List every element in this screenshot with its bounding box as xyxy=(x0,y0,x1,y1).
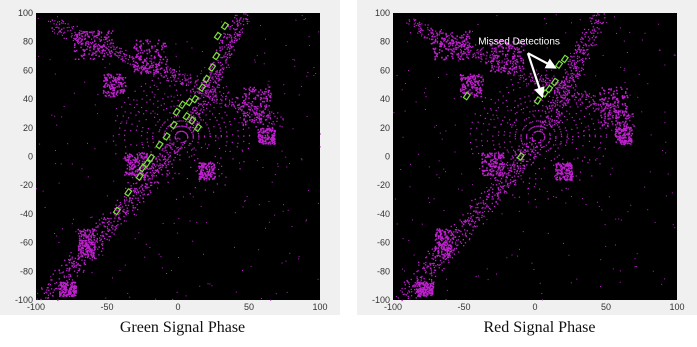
green-phase-panel: -100 -50 0 50 100 100 80 60 40 20 0 -20 -40 -60 -80 -10… xyxy=(0,0,340,315)
x-tick-label: -100 xyxy=(27,302,45,312)
detection-box xyxy=(188,116,197,126)
detection-box xyxy=(135,172,144,182)
y-tick-label: -40 xyxy=(377,209,390,219)
y-tick-label: 0 xyxy=(28,152,33,162)
y-tick-label: 60 xyxy=(23,65,33,75)
detection-box xyxy=(560,54,569,64)
detection-box xyxy=(155,140,164,150)
detection-box xyxy=(172,107,181,117)
y-tick-label: 80 xyxy=(380,37,390,47)
y-tick-label: 20 xyxy=(23,123,33,133)
detection-box xyxy=(112,206,122,216)
detection-box xyxy=(162,131,171,141)
x-tick-label: -50 xyxy=(457,302,470,312)
y-tick-label: 80 xyxy=(23,37,33,47)
detection-box xyxy=(138,163,147,173)
y-tick-label: 100 xyxy=(18,8,33,18)
detection-box xyxy=(220,21,230,31)
detection-box xyxy=(185,97,194,107)
missed-detections-label: Missed Detections xyxy=(478,37,560,48)
detection-box xyxy=(550,77,560,87)
detection-box xyxy=(124,187,133,197)
red-phase-panel: -100 -50 0 50 100 100 80 60 40 20 0 -20 -40 -60 -80 -10… xyxy=(357,0,697,315)
detection-box xyxy=(190,94,200,104)
annotation-arrow xyxy=(526,52,545,99)
y-tick-label: -40 xyxy=(20,209,33,219)
y-tick-label: 100 xyxy=(375,8,390,18)
y-tick-label: 60 xyxy=(380,65,390,75)
green-phase-plot: -100 -50 0 50 100 100 80 60 40 20 0 -20 -40 -60 -80 -10… xyxy=(0,0,340,315)
lidar-point-cloud xyxy=(393,13,676,302)
plot-area xyxy=(36,13,320,300)
detection-box xyxy=(554,60,564,70)
x-tick-label: 50 xyxy=(244,302,254,312)
y-tick-label: -60 xyxy=(20,238,33,248)
y-tick-label: -20 xyxy=(20,180,33,190)
y-tick-label: -80 xyxy=(20,266,33,276)
y-tick-label: -80 xyxy=(377,266,390,276)
y-tick-label: 20 xyxy=(380,123,390,133)
detection-box xyxy=(182,111,191,121)
detection-box xyxy=(207,63,217,72)
detection-box xyxy=(197,83,207,93)
y-tick-label: 0 xyxy=(385,152,390,162)
detection-box xyxy=(178,100,187,110)
red-phase-caption: Red Signal Phase xyxy=(483,319,596,336)
annotation-arrow xyxy=(527,52,557,69)
detection-box xyxy=(462,91,471,101)
y-tick-label: -100 xyxy=(372,295,390,305)
x-tick-label: 0 xyxy=(175,302,180,312)
x-tick-label: -50 xyxy=(100,302,113,312)
detection-box xyxy=(213,31,222,41)
x-tick-label: 0 xyxy=(532,302,537,312)
y-tick-label: -20 xyxy=(377,180,390,190)
x-tick-label: -100 xyxy=(384,302,402,312)
detection-box xyxy=(169,120,178,130)
detection-box xyxy=(202,74,211,84)
y-tick-label: -60 xyxy=(377,238,390,248)
detection-box xyxy=(193,123,203,133)
red-phase-plot: -100 -50 0 50 100 100 80 60 40 20 0 -20 -40 -60 -80 -10… xyxy=(357,0,697,315)
x-tick-label: 50 xyxy=(601,302,611,312)
x-tick-label: 100 xyxy=(312,302,327,312)
detection-box xyxy=(516,152,525,161)
detection-box xyxy=(212,51,221,61)
y-tick-label: 40 xyxy=(23,94,33,104)
x-tick-label: 100 xyxy=(669,302,684,312)
y-tick-label: 40 xyxy=(380,94,390,104)
y-tick-label: -100 xyxy=(15,295,33,305)
green-phase-caption: Green Signal Phase xyxy=(119,319,246,336)
detection-box xyxy=(146,153,156,163)
detection-boxes xyxy=(112,21,230,216)
